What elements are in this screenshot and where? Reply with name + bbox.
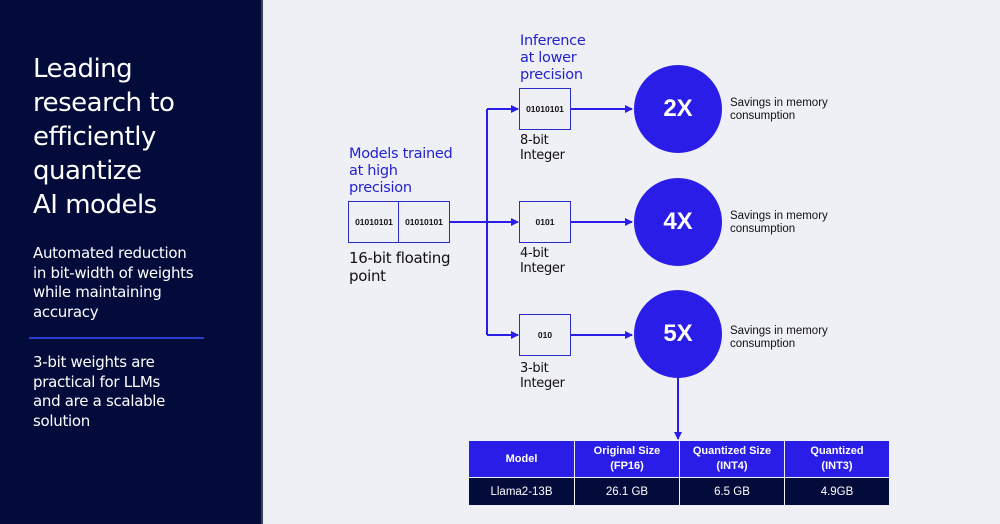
cell-int4-size: 6.5 GB — [679, 477, 785, 506]
subtitle-line: and are a scalable — [33, 392, 166, 410]
subtitle-line: in bit-width of weights — [33, 263, 194, 282]
savings-line: Savings in memory — [730, 97, 828, 109]
int8-bits-box: 01010101 — [519, 88, 571, 130]
savings-2x-circle: 2X — [634, 65, 722, 153]
savings-4x-circle: 4X — [634, 178, 722, 266]
caption-line: 8-bit — [520, 133, 549, 148]
caption-line: 16-bit floating — [349, 249, 451, 267]
divider — [29, 337, 204, 339]
savings-line: Savings in memory — [730, 325, 828, 337]
caption-line: Integer — [520, 148, 565, 163]
header-original-size: Original Size (FP16) — [574, 440, 680, 478]
subtitle-line: accuracy — [33, 302, 99, 321]
caption-line: 3-bit — [520, 361, 549, 376]
subtitle-line: Automated reduction — [33, 244, 187, 262]
savings-line: Savings in memory — [730, 210, 828, 222]
title-line: quantize — [33, 156, 142, 186]
subtitle-line: while maintaining — [33, 283, 162, 301]
title-line: efficiently — [33, 122, 156, 152]
cell-model: Llama2-13B — [468, 477, 575, 506]
table-row: Llama2-13B 26.1 GB 6.5 GB 4.9GB — [468, 477, 890, 506]
int3-caption: 3-bit Integer — [520, 361, 565, 391]
source-bits-box-2: 01010101 — [398, 201, 450, 243]
source-heading: Models trained at high precision — [349, 146, 453, 197]
heading-line: Inference — [520, 33, 586, 49]
savings-4x-text: Savings in memory consumption — [730, 210, 828, 236]
cell-int3-size: 4.9GB — [784, 477, 890, 506]
savings-line: consumption — [730, 110, 796, 122]
caption-line: Integer — [520, 376, 565, 391]
int8-caption: 8-bit Integer — [520, 133, 565, 163]
target-heading: Inference at lower precision — [520, 33, 586, 84]
caption-line: 4-bit — [520, 246, 549, 261]
caption-line: Integer — [520, 261, 565, 276]
savings-5x-circle: 5X — [634, 290, 722, 378]
subtitle-line: practical for LLMs — [33, 372, 161, 391]
subtitle-automated-reduction: Automated reduction in bit-width of weig… — [33, 244, 248, 322]
savings-line: consumption — [730, 338, 796, 350]
heading-line: precision — [349, 180, 412, 196]
subtitle-line: 3-bit weights are — [33, 353, 155, 371]
subtitle-line: solution — [33, 411, 90, 430]
savings-line: consumption — [730, 223, 796, 235]
header-quantized-int4: Quantized Size (INT4) — [679, 440, 785, 478]
caption-line: point — [349, 267, 386, 285]
table-header-row: Model Original Size (FP16) Quantized Size… — [468, 440, 890, 478]
savings-2x-text: Savings in memory consumption — [730, 97, 828, 123]
left-panel: Leading research to efficiently quantize… — [0, 0, 263, 524]
title-line: AI models — [33, 190, 157, 220]
int3-bits-box: 010 — [519, 314, 571, 356]
savings-5x-text: Savings in memory consumption — [730, 325, 828, 351]
int4-caption: 4-bit Integer — [520, 246, 565, 276]
subtitle-3bit-weights: 3-bit weights are practical for LLMs and… — [33, 353, 248, 431]
title-line: research to — [33, 88, 175, 118]
quantization-results-table: Model Original Size (FP16) Quantized Size… — [468, 440, 890, 506]
title-line: Leading — [33, 54, 133, 84]
heading-line: at lower — [520, 50, 577, 66]
int4-bits-box: 0101 — [519, 201, 571, 243]
cell-original-size: 26.1 GB — [574, 477, 680, 506]
heading-line: precision — [520, 67, 583, 83]
source-caption: 16-bit floating point — [349, 249, 451, 285]
header-quantized-int3: Quantized (INT3) — [784, 440, 890, 478]
slide-title: Leading research to efficiently quantize… — [33, 52, 253, 222]
source-bits-box-1: 01010101 — [348, 201, 400, 243]
header-model: Model — [468, 440, 575, 478]
heading-line: Models trained — [349, 146, 453, 162]
heading-line: at high — [349, 163, 398, 179]
